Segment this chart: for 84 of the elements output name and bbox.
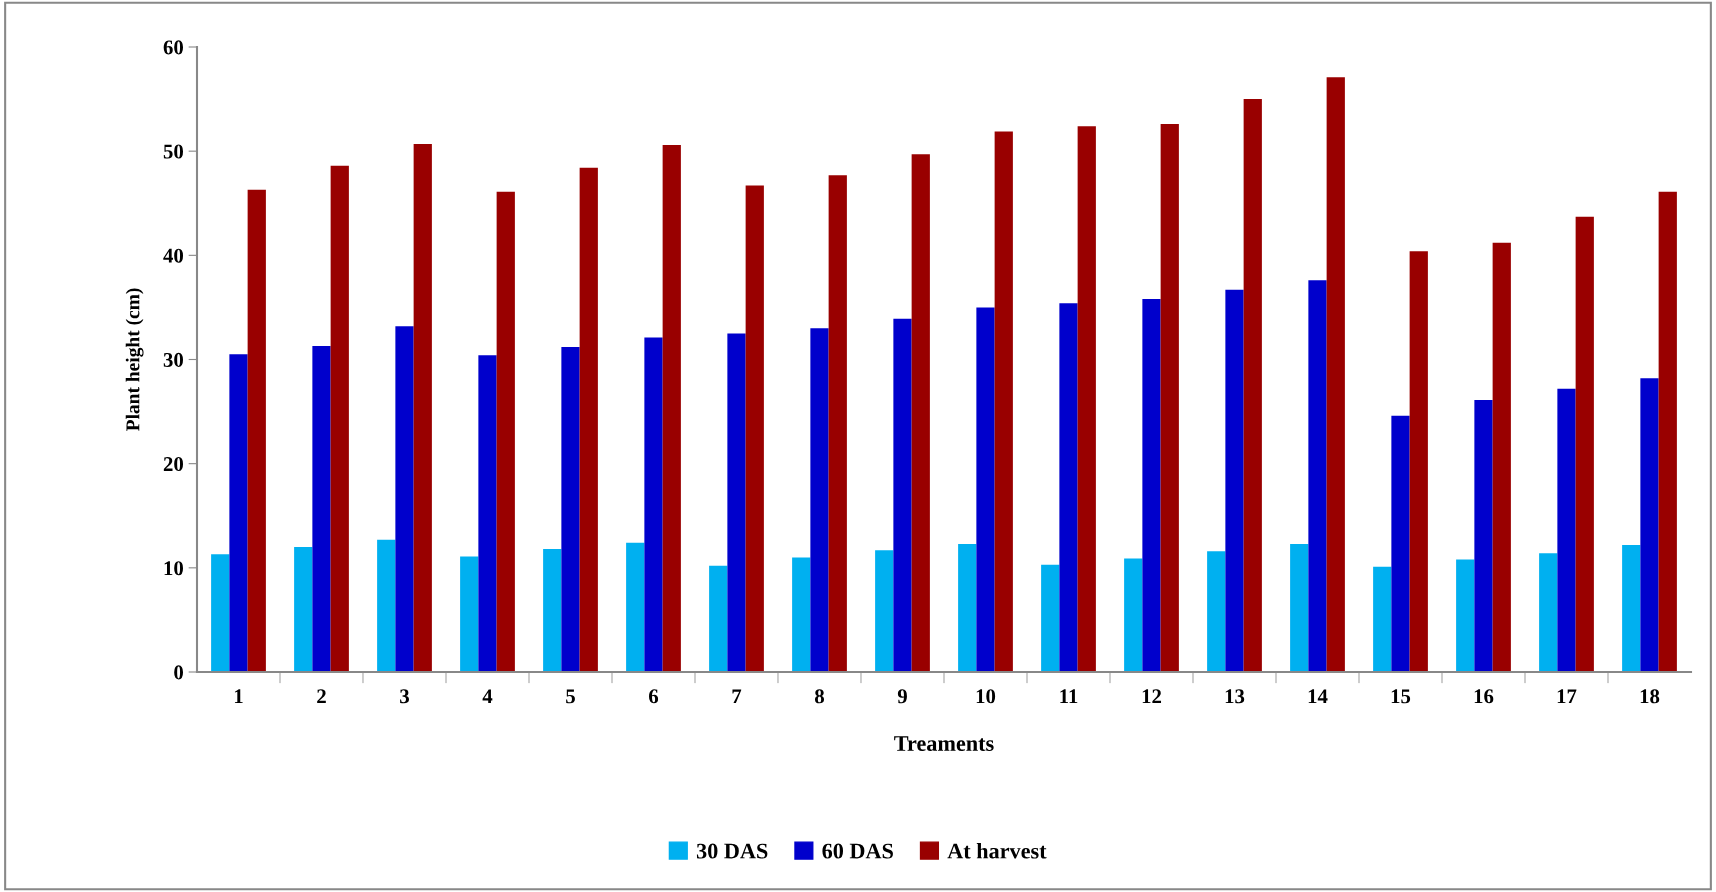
bar (1142, 299, 1161, 672)
bar (395, 326, 414, 672)
legend-label: 30 DAS (696, 843, 768, 859)
x-tick-label: 12 (1142, 689, 1162, 704)
bar (579, 167, 598, 672)
y-axis-title: Plant height (cm) (125, 288, 144, 431)
bar (1077, 126, 1096, 672)
bar (1160, 124, 1179, 672)
legend-label: At harvest (947, 842, 1047, 859)
x-tick-label: 6 (649, 689, 659, 704)
bar (1539, 553, 1558, 672)
bar (1557, 388, 1576, 672)
x-tick-label: 17 (1557, 689, 1577, 704)
bar (1124, 558, 1143, 672)
bar (478, 355, 497, 672)
bar (294, 547, 313, 672)
x-tick-label: 2 (317, 689, 326, 704)
y-tick-label: 40 (163, 248, 184, 263)
y-tick-label: 60 (163, 40, 184, 55)
y-tick-label: 10 (164, 561, 184, 576)
x-tick-label: 4 (482, 689, 493, 704)
bar (958, 543, 977, 672)
y-tick-label: 20 (163, 457, 184, 472)
x-tick-label: 5 (566, 689, 575, 704)
bar (662, 144, 681, 672)
bar (1622, 544, 1641, 672)
bar (828, 175, 847, 672)
legend-label: 60 DAS (822, 843, 893, 859)
bar (709, 565, 728, 672)
bar (1326, 77, 1345, 672)
bar (1290, 543, 1309, 672)
x-tick-label: 14 (1308, 689, 1328, 704)
x-tick-label: 8 (814, 689, 825, 704)
x-tick-label: 9 (897, 689, 907, 704)
x-tick-label: 15 (1391, 689, 1411, 704)
x-tick-label: 1 (234, 689, 243, 704)
bar (1243, 99, 1262, 672)
bar (247, 189, 266, 672)
bar (626, 542, 645, 672)
bar (460, 556, 479, 672)
bar (1409, 251, 1428, 672)
bar (976, 307, 995, 672)
bar (727, 333, 746, 672)
bar (1059, 303, 1078, 672)
bar (229, 354, 248, 672)
bar (496, 191, 515, 672)
bar (875, 550, 894, 672)
bar (1391, 415, 1410, 672)
y-tick-label: 30 (163, 352, 184, 367)
bar (543, 549, 562, 672)
x-tick-label: 7 (732, 689, 742, 704)
bar (1308, 280, 1327, 672)
bar (1658, 191, 1677, 672)
bar (1041, 564, 1060, 672)
x-tick-label: 18 (1640, 689, 1660, 704)
bar (1575, 216, 1594, 672)
bar (1207, 551, 1226, 672)
bar (792, 557, 811, 672)
bar (377, 539, 396, 672)
x-axis-title: Treaments (894, 736, 994, 751)
x-tick-label: 16 (1474, 689, 1494, 704)
bar (810, 328, 829, 672)
bar (1225, 289, 1244, 672)
x-tick-label: 3 (400, 689, 409, 704)
x-tick-label: 13 (1225, 689, 1245, 704)
bar (312, 345, 331, 672)
bar (1456, 559, 1475, 672)
bar (211, 554, 230, 672)
bar (893, 318, 912, 672)
bar (1474, 400, 1493, 672)
y-tick-label: 0 (174, 665, 184, 680)
y-tick-label: 50 (163, 144, 184, 159)
bar (330, 165, 349, 672)
bar (745, 185, 764, 672)
x-tick-label: 10 (976, 689, 996, 704)
bar (413, 143, 432, 672)
bar (994, 131, 1013, 672)
bar (1492, 242, 1511, 672)
x-tick-label: 11 (1060, 689, 1078, 704)
bar (561, 347, 580, 672)
bar (644, 337, 663, 672)
bar (1640, 378, 1659, 672)
bar (1373, 566, 1392, 672)
bar (911, 154, 930, 672)
